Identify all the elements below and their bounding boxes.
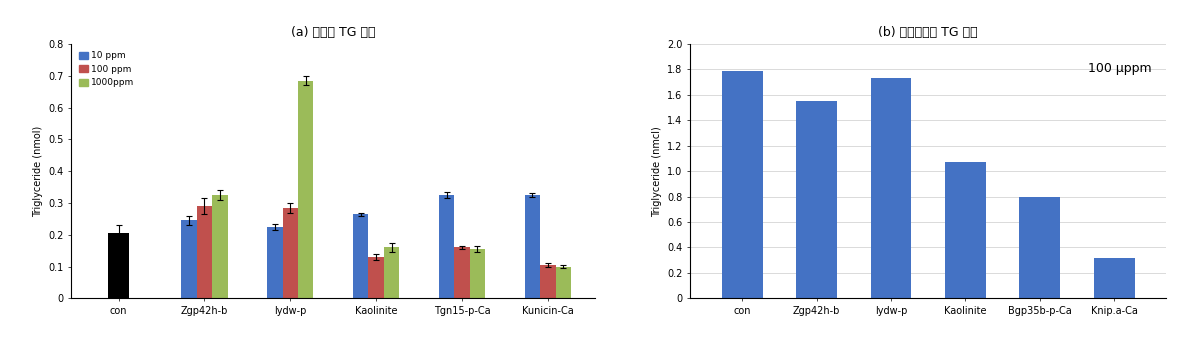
Bar bbox=[945, 162, 985, 298]
Bar bbox=[353, 214, 369, 298]
Bar bbox=[369, 257, 384, 298]
Bar bbox=[212, 195, 227, 298]
Bar bbox=[196, 206, 212, 298]
Bar bbox=[525, 195, 540, 298]
Bar bbox=[871, 78, 912, 298]
Bar bbox=[282, 208, 298, 298]
Bar bbox=[540, 265, 556, 298]
Y-axis label: Triglyceride (nmcl): Triglyceride (nmcl) bbox=[652, 126, 662, 217]
Bar bbox=[556, 266, 571, 298]
Legend: 10 ppm, 100 ppm, 1000ppm: 10 ppm, 100 ppm, 1000ppm bbox=[76, 48, 137, 90]
Bar bbox=[722, 71, 763, 298]
Bar bbox=[108, 233, 130, 298]
Bar bbox=[384, 247, 400, 298]
Title: (a) 세포내 TG 함량: (a) 세포내 TG 함량 bbox=[290, 26, 376, 39]
Text: 100 μppm: 100 μppm bbox=[1089, 62, 1152, 75]
Y-axis label: Triglyceride (nmol): Triglyceride (nmol) bbox=[33, 125, 43, 217]
Bar bbox=[439, 195, 455, 298]
Bar bbox=[796, 101, 837, 298]
Bar bbox=[455, 247, 470, 298]
Bar bbox=[298, 81, 313, 298]
Bar bbox=[267, 227, 282, 298]
Bar bbox=[1020, 197, 1060, 298]
Bar bbox=[470, 249, 486, 298]
Bar bbox=[1094, 258, 1134, 298]
Title: (b) 배양상동액 TG 함량: (b) 배양상동액 TG 함량 bbox=[878, 26, 978, 39]
Bar bbox=[181, 220, 196, 298]
